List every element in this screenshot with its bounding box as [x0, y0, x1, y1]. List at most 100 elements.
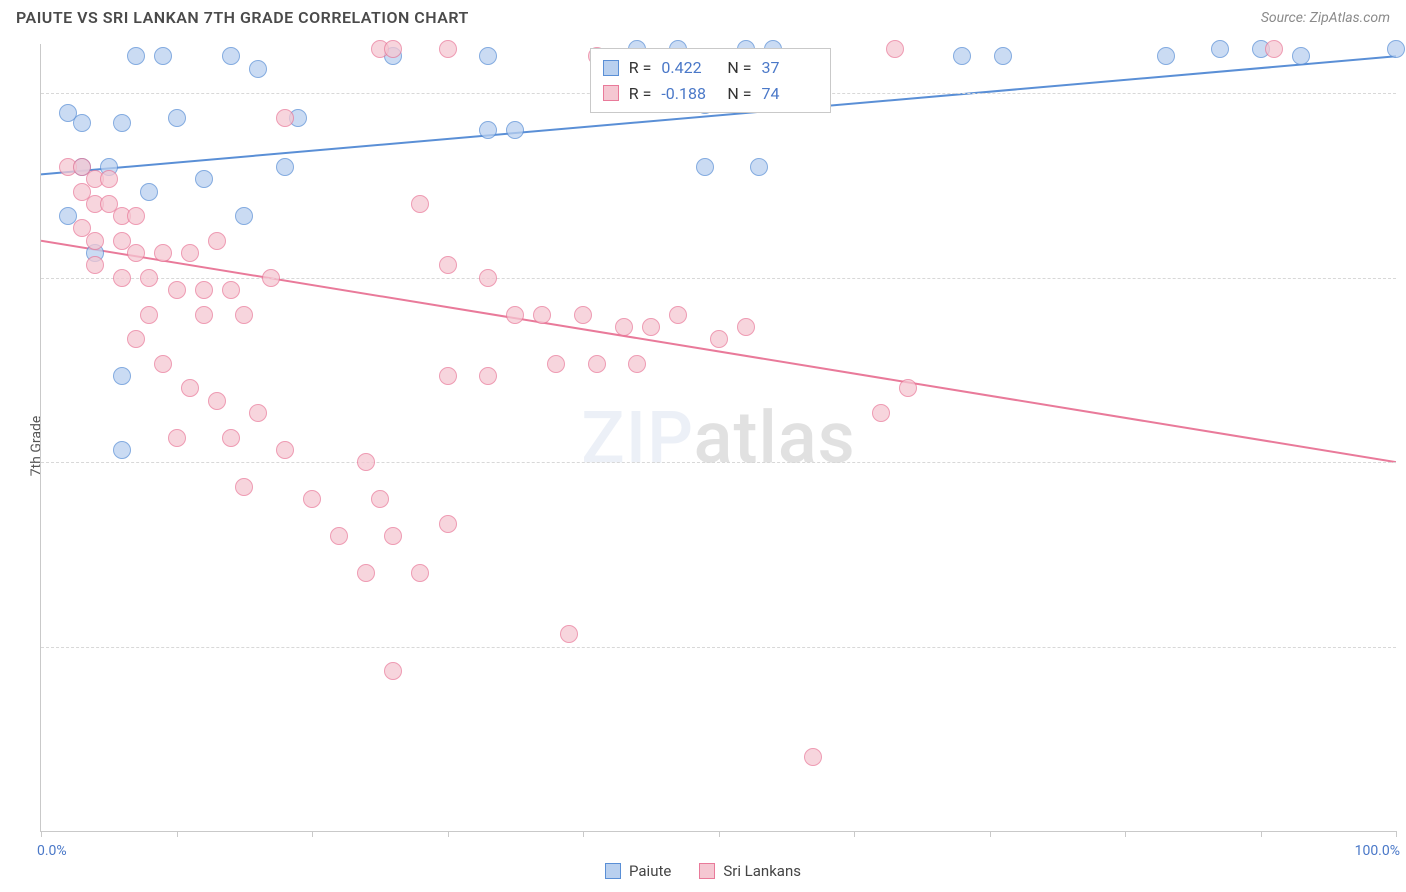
scatter-point: [737, 318, 755, 336]
scatter-point: [222, 429, 240, 447]
stats-N-label: N =: [727, 81, 751, 107]
scatter-point: [113, 441, 131, 459]
legend-item: Paiute: [605, 862, 671, 880]
scatter-point: [533, 306, 551, 324]
scatter-point: [276, 109, 294, 127]
scatter-point: [195, 281, 213, 299]
stats-N-value: 74: [762, 81, 818, 107]
scatter-point: [439, 40, 457, 58]
scatter-point: [1292, 47, 1310, 65]
plot-area: ZIPatlas 100.0%92.5%85.0%77.5%0.0%100.0%…: [40, 44, 1396, 832]
scatter-point: [235, 207, 253, 225]
scatter-point: [750, 158, 768, 176]
x-tick: [1396, 831, 1397, 837]
scatter-point: [113, 367, 131, 385]
scatter-point: [249, 60, 267, 78]
scatter-point: [669, 306, 687, 324]
scatter-point: [696, 158, 714, 176]
scatter-point: [1157, 47, 1175, 65]
watermark-part2: atlas: [694, 395, 856, 480]
stats-row: R = -0.188 N = 74: [603, 81, 818, 107]
scatter-point: [276, 441, 294, 459]
legend-swatch: [605, 863, 621, 879]
x-tick: [719, 831, 720, 837]
x-tick: [1261, 831, 1262, 837]
x-axis-min-label: 0.0%: [37, 843, 67, 859]
scatter-point: [439, 256, 457, 274]
scatter-point: [181, 379, 199, 397]
scatter-point: [710, 330, 728, 348]
x-axis-max-label: 100.0%: [1355, 843, 1400, 859]
chart-area: ZIPatlas 100.0%92.5%85.0%77.5%0.0%100.0%…: [40, 44, 1396, 832]
stats-R-label: R =: [629, 81, 652, 107]
scatter-point: [479, 47, 497, 65]
scatter-point: [195, 306, 213, 324]
scatter-point: [642, 318, 660, 336]
gridline: [41, 462, 1396, 463]
scatter-point: [154, 355, 172, 373]
stats-N-label: N =: [727, 55, 751, 81]
x-tick: [177, 831, 178, 837]
scatter-point: [411, 195, 429, 213]
chart-source: Source: ZipAtlas.com: [1261, 10, 1390, 26]
stats-N-value: 37: [762, 55, 818, 81]
x-tick: [41, 831, 42, 837]
scatter-point: [384, 527, 402, 545]
scatter-point: [181, 244, 199, 262]
scatter-point: [73, 114, 91, 132]
scatter-point: [384, 40, 402, 58]
scatter-point: [357, 564, 375, 582]
scatter-point: [439, 367, 457, 385]
scatter-point: [222, 281, 240, 299]
scatter-point: [168, 109, 186, 127]
scatter-point: [276, 158, 294, 176]
stats-R-value: 0.422: [661, 55, 717, 81]
scatter-point: [384, 662, 402, 680]
scatter-point: [479, 121, 497, 139]
watermark-part1: ZIP: [581, 395, 693, 480]
legend-bottom: Paiute Sri Lankans: [0, 862, 1406, 880]
y-tick-label: 100.0%: [1402, 85, 1406, 101]
legend-item: Sri Lankans: [699, 862, 801, 880]
scatter-point: [235, 306, 253, 324]
scatter-point: [86, 256, 104, 274]
scatter-point: [1265, 40, 1283, 58]
scatter-point: [140, 269, 158, 287]
scatter-point: [574, 306, 592, 324]
gridline: [41, 647, 1396, 648]
scatter-point: [953, 47, 971, 65]
scatter-point: [330, 527, 348, 545]
scatter-point: [222, 47, 240, 65]
scatter-point: [100, 170, 118, 188]
y-tick-label: 92.5%: [1402, 270, 1406, 286]
legend-swatch: [603, 85, 619, 101]
watermark: ZIPatlas: [581, 395, 855, 480]
scatter-point: [1211, 40, 1229, 58]
stats-R-value: -0.188: [661, 81, 717, 107]
scatter-point: [506, 121, 524, 139]
x-tick: [1125, 831, 1126, 837]
scatter-point: [235, 478, 253, 496]
scatter-point: [439, 515, 457, 533]
scatter-point: [479, 367, 497, 385]
x-tick: [990, 831, 991, 837]
x-tick: [312, 831, 313, 837]
scatter-point: [804, 748, 822, 766]
scatter-point: [195, 170, 213, 188]
scatter-point: [140, 183, 158, 201]
x-tick: [583, 831, 584, 837]
scatter-point: [886, 40, 904, 58]
trend-lines: [41, 44, 1396, 831]
scatter-point: [168, 429, 186, 447]
stats-row: R =0.422N =37: [603, 55, 818, 81]
scatter-point: [154, 47, 172, 65]
scatter-point: [628, 355, 646, 373]
scatter-point: [560, 625, 578, 643]
scatter-point: [113, 269, 131, 287]
scatter-point: [127, 244, 145, 262]
x-tick: [448, 831, 449, 837]
scatter-point: [127, 47, 145, 65]
trend-line: [41, 241, 1396, 462]
scatter-point: [1387, 40, 1405, 58]
scatter-point: [303, 490, 321, 508]
